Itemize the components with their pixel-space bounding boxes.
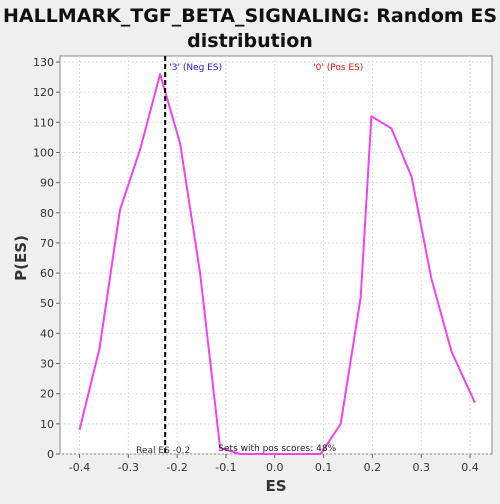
y-tick-label: 30 (40, 358, 54, 371)
y-axis-ticks: 0 10 20 30 40 50 60 70 80 90 100 110 120 130 (33, 56, 60, 461)
chart-title-line-2: distribution (187, 30, 313, 52)
x-tick-label: 0.3 (412, 461, 430, 474)
neg-es-annotation: '3' (Neg ES) (169, 63, 222, 73)
x-axis-label: ES (265, 477, 286, 495)
pos-es-annotation: '0' (Pos ES) (313, 63, 363, 73)
y-tick-label: 90 (40, 177, 54, 190)
y-tick-label: 20 (40, 388, 54, 401)
y-tick-label: 110 (33, 116, 54, 129)
x-tick-label: -0.2 (166, 461, 187, 474)
x-tick-label: -0.3 (118, 461, 139, 474)
x-tick-label: 0.1 (315, 461, 333, 474)
real-es-label: Real ES -0.2 (136, 446, 190, 456)
x-tick-label: 0.4 (461, 461, 479, 474)
y-tick-label: 50 (40, 297, 54, 310)
y-tick-label: 0 (47, 448, 54, 461)
y-tick-label: 100 (33, 146, 54, 159)
y-axis-label: P(ES) (12, 235, 30, 281)
x-tick-label: -0.4 (69, 461, 90, 474)
pos-scores-annotation: Sets with pos scores: 48% (218, 444, 336, 454)
series-line (78, 73, 476, 455)
grid (60, 56, 492, 455)
y-tick-label: 130 (33, 56, 54, 69)
series-layer (78, 73, 476, 455)
x-tick-label: 0.2 (364, 461, 382, 474)
x-axis-ticks: -0.4 -0.3 -0.2 -0.1 0.0 0.1 0.2 0.3 0.4 (69, 454, 479, 474)
x-tick-label: 0.0 (266, 461, 284, 474)
y-tick-label: 10 (40, 418, 54, 431)
y-tick-label: 60 (40, 267, 54, 280)
y-tick-label: 120 (33, 86, 54, 99)
y-tick-label: 70 (40, 237, 54, 250)
y-tick-label: 80 (40, 207, 54, 220)
y-tick-label: 40 (40, 327, 54, 340)
x-tick-label: -0.1 (215, 461, 236, 474)
chart-title-line-1: HALLMARK_TGF_BETA_SIGNALING: Random ES (3, 5, 497, 27)
